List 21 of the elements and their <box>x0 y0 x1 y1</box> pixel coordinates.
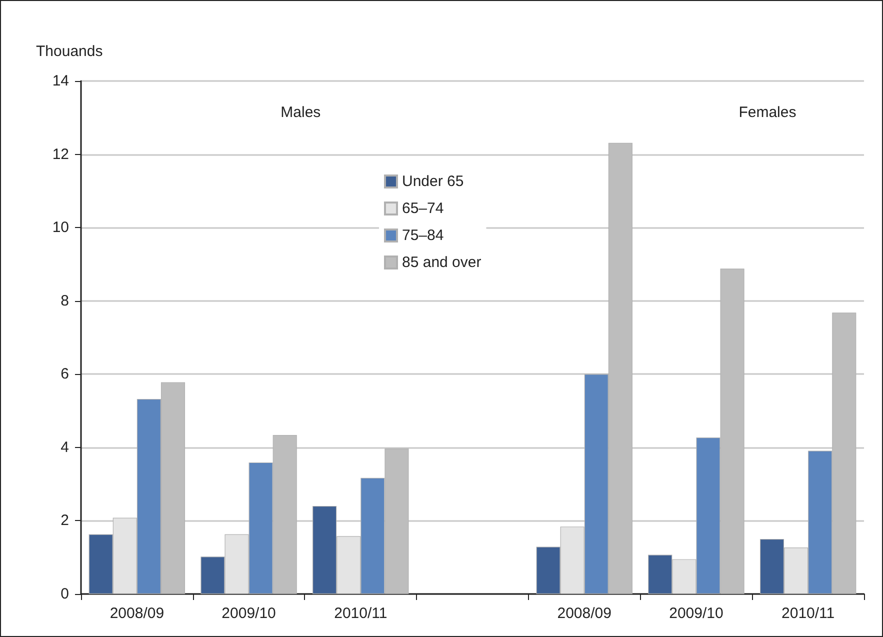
y-tick-label: 2 <box>60 512 69 530</box>
y-tick-label: 4 <box>60 438 69 456</box>
annotation: Males <box>280 104 321 121</box>
y-tick-label: 6 <box>60 366 69 383</box>
x-tick-label: 2008/09 <box>557 605 612 622</box>
y-tick-label: 12 <box>52 146 69 163</box>
x-tick-label: 2010/11 <box>782 605 835 622</box>
y-tick-label: 14 <box>52 72 69 90</box>
y-axis-title: Thouands <box>36 43 103 60</box>
legend-label: Under 65 <box>402 173 464 190</box>
y-tick-label: 10 <box>52 219 69 236</box>
x-tick-label: 2010/11 <box>334 605 388 622</box>
legend-label: 85 and over <box>402 254 482 271</box>
legend-label: 75–84 <box>402 227 444 244</box>
x-tick-label: 2008/09 <box>110 605 164 622</box>
y-tick-label: 8 <box>60 292 69 310</box>
annotation: Females <box>738 104 796 121</box>
legend-label: 65–74 <box>402 200 444 217</box>
x-tick-label: 2009/10 <box>669 605 724 622</box>
x-tick-label: 2009/10 <box>222 605 276 622</box>
y-tick-label: 0 <box>60 586 69 602</box>
